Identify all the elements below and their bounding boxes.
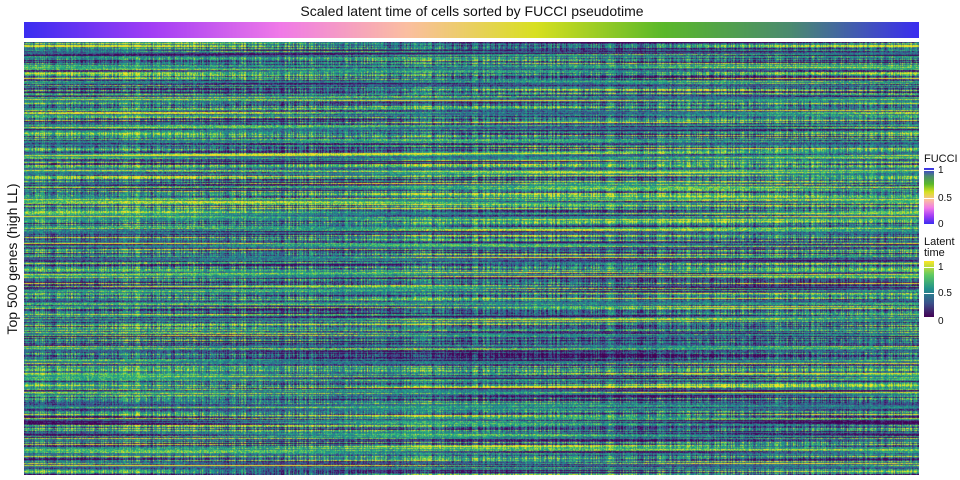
legend-fucci-colorbar: [924, 168, 934, 224]
legend-latent-tick: [924, 321, 934, 322]
legend-fucci-label-high: 1: [938, 165, 944, 176]
legend-fucci-label-low: 0: [938, 219, 944, 230]
legend-latent-tick: [924, 293, 934, 294]
legend-fucci-tick: [924, 198, 934, 199]
legend-latent-time: Latent time 1 0.5 0: [924, 237, 960, 329]
legend-latent-label-high: 1: [938, 262, 944, 273]
legend-latent-title: Latent time: [924, 236, 955, 259]
legend-fucci-title: FUCCI: [924, 153, 958, 165]
legend-fucci-tick: [924, 224, 934, 225]
heatmap-area: [24, 42, 919, 475]
legend-latent-tick: [924, 267, 934, 268]
y-axis-label: Top 500 genes (high LL): [4, 183, 20, 335]
legend-latent-label-mid: 0.5: [938, 288, 952, 299]
fucci-annotation-bar: [24, 22, 919, 38]
legend-fucci: FUCCI 1 0.5 0: [924, 154, 960, 234]
legend-fucci-label-mid: 0.5: [938, 193, 952, 204]
legend-latent-colorbar: [924, 261, 934, 317]
chart-title: Scaled latent time of cells sorted by FU…: [300, 3, 644, 19]
legend-fucci-tick: [924, 170, 934, 171]
legend-latent-label-low: 0: [938, 316, 944, 327]
